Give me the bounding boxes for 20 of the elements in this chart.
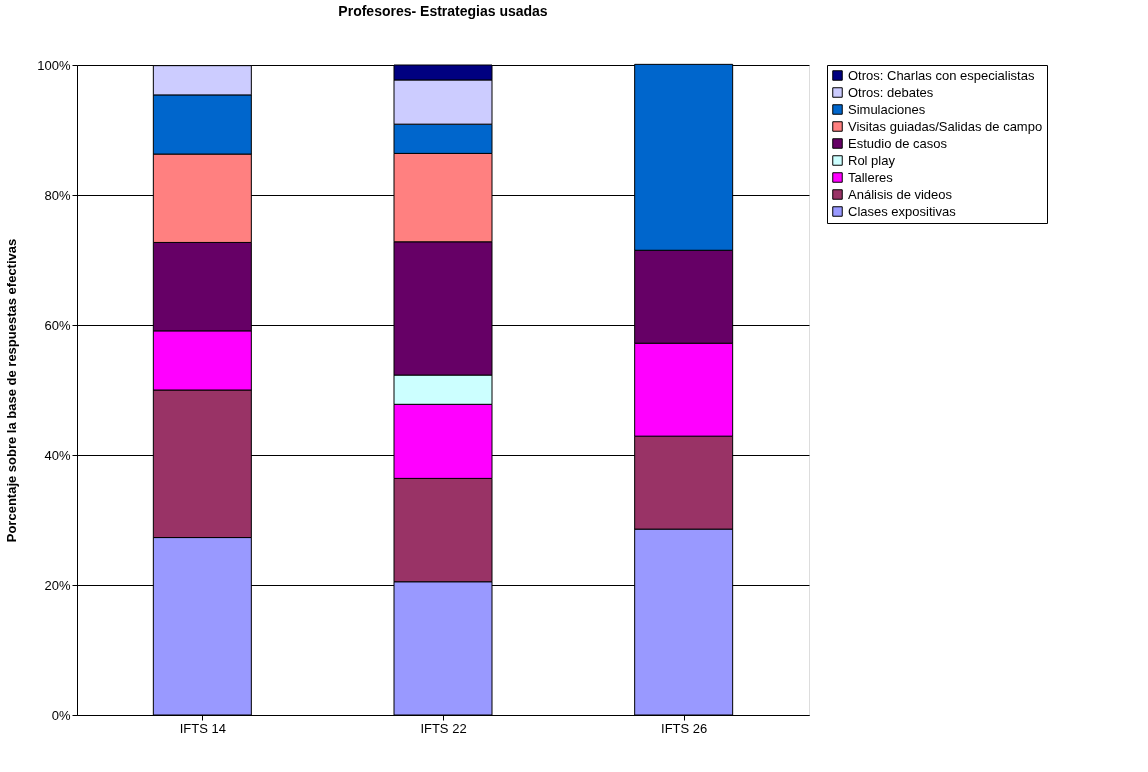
legend-label: Clases expositivas [848,203,957,219]
legend-label: Talleres [848,169,894,185]
y-tick-label: 40% [44,447,71,463]
y-axis-title: Porcentaje sobre la base de respuestas efectivas [4,238,20,543]
y-tick-label: 100% [37,57,71,73]
y-tick-label: 0% [51,707,71,723]
legend-label: Simulaciones [848,101,926,117]
y-tick-label: 60% [44,317,71,333]
x-tick-label: IFTS 26 [661,720,708,736]
legend-label: Análisis de videos [848,186,953,202]
chart-title: Profesores- Estrategias usadas [338,3,548,19]
legend-label: Otros: debates [848,84,934,100]
legend-label: Otros: Charlas con especialistas [848,67,1035,83]
legend-label: Rol play [848,152,896,168]
legend-label: Estudio de casos [848,135,948,151]
y-tick-label: 20% [44,577,71,593]
legend-label: Visitas guiadas/Salidas de campo [848,118,1043,134]
x-tick-label: IFTS 14 [179,720,226,736]
y-tick-label: 80% [44,187,71,203]
x-tick-label: IFTS 22 [420,720,467,736]
